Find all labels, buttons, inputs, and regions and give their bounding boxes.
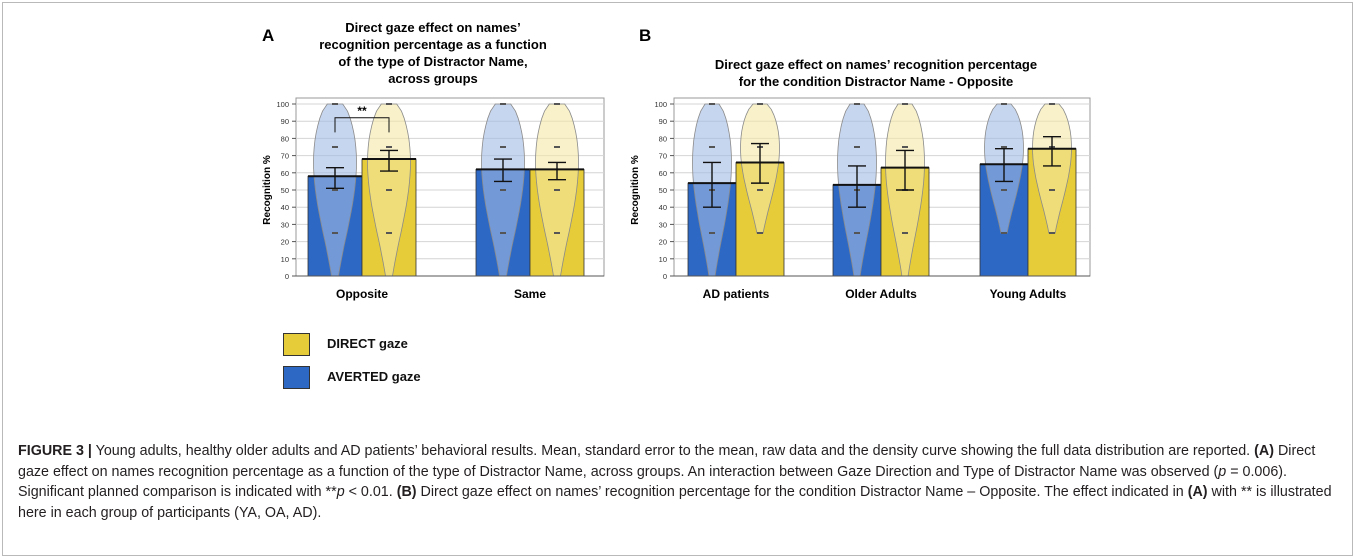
raw-data-point — [1001, 146, 1007, 148]
y-tick-label: 0 — [663, 272, 667, 281]
chart-title-line: for the condition Distractor Name - Oppo… — [739, 74, 1013, 89]
chart-title-line: of the type of Distractor Name, — [338, 54, 527, 69]
raw-data-point — [757, 189, 763, 191]
y-tick-label: 100 — [276, 100, 289, 109]
raw-data-point — [500, 146, 506, 148]
chart-title-line: across groups — [388, 71, 478, 86]
significance-marker: ** — [357, 104, 367, 118]
raw-data-point — [554, 146, 560, 148]
caption-text-1: Young adults, healthy older adults and A… — [91, 443, 1255, 459]
raw-data-point — [386, 232, 392, 234]
raw-data-point — [1001, 232, 1007, 234]
raw-data-point — [500, 189, 506, 191]
raw-data-point — [332, 189, 338, 191]
figure-caption: FIGURE 3 | Young adults, healthy older a… — [18, 441, 1343, 523]
x-tick-label: Older Adults — [845, 287, 917, 301]
caption-p-var-2: p — [336, 484, 345, 500]
y-axis-label: Recognition % — [630, 155, 641, 225]
caption-text-6: with ** is illustrated here in each grou… — [18, 484, 1332, 521]
raw-data-point — [500, 232, 506, 234]
raw-data-point — [500, 103, 506, 105]
y-tick-label: 70 — [281, 152, 289, 161]
legend-label-direct: DIRECT gaze — [327, 336, 408, 351]
chart-panel-a: Direct gaze effect on names’ recognition … — [262, 20, 605, 301]
caption-figure-label: FIGURE 3 | — [18, 443, 92, 459]
x-tick-label: AD patients — [703, 287, 770, 301]
caption-text-5: Direct gaze effect on names’ recognition… — [416, 484, 1188, 500]
chart-title-line: Direct gaze effect on names’ — [345, 20, 521, 35]
chart-title-line: Direct gaze effect on names’ recognition… — [715, 57, 1037, 72]
y-tick-label: 10 — [281, 255, 289, 264]
raw-data-point — [854, 103, 860, 105]
panel-a-letter: A — [262, 26, 274, 45]
raw-data-point — [1049, 232, 1055, 234]
raw-data-point — [709, 146, 715, 148]
raw-data-point — [386, 146, 392, 148]
raw-data-point — [1001, 103, 1007, 105]
figure-canvas: A B Direct gaze effect on names’ recognit… — [262, 20, 1091, 301]
y-tick-label: 20 — [659, 238, 667, 247]
caption-text-3: = 0.006). Significant planned comparison… — [18, 463, 1288, 501]
y-tick-label: 0 — [285, 272, 289, 281]
raw-data-point — [386, 189, 392, 191]
raw-data-point — [332, 103, 338, 105]
legend-swatch-averted — [283, 366, 310, 389]
chart-title-line: recognition percentage as a function — [319, 37, 547, 52]
y-tick-label: 40 — [281, 203, 289, 212]
raw-data-point — [709, 103, 715, 105]
chart-panel-b: Direct gaze effect on names’ recognition… — [630, 57, 1091, 301]
raw-data-point — [854, 146, 860, 148]
y-tick-label: 90 — [281, 117, 289, 126]
raw-data-point — [757, 232, 763, 234]
y-tick-label: 60 — [281, 169, 289, 178]
y-tick-label: 90 — [659, 117, 667, 126]
raw-data-point — [757, 103, 763, 105]
caption-ref-a-2: (A) — [1187, 484, 1208, 500]
raw-data-point — [554, 189, 560, 191]
significance-bracket — [334, 117, 390, 133]
y-tick-label: 50 — [281, 186, 289, 195]
raw-data-point — [332, 232, 338, 234]
raw-data-point — [709, 232, 715, 234]
caption-ref-a: (A) — [1254, 443, 1274, 459]
raw-data-point — [554, 232, 560, 234]
raw-data-point — [1049, 103, 1055, 105]
raw-data-point — [332, 146, 338, 148]
raw-data-point — [554, 103, 560, 105]
raw-data-point — [1001, 189, 1007, 191]
y-tick-label: 60 — [659, 169, 667, 178]
y-tick-label: 30 — [281, 220, 289, 229]
y-tick-label: 30 — [659, 220, 667, 229]
x-tick-label: Young Adults — [990, 287, 1067, 301]
legend-label-averted: AVERTED gaze — [327, 369, 421, 384]
legend-swatch-direct — [283, 333, 310, 356]
y-tick-label: 100 — [654, 100, 667, 109]
caption-p-var: p — [1218, 463, 1227, 480]
raw-data-point — [902, 146, 908, 148]
y-tick-label: 10 — [659, 255, 667, 264]
panel-b-letter: B — [639, 26, 651, 45]
raw-data-point — [386, 103, 392, 105]
raw-data-point — [854, 232, 860, 234]
y-tick-label: 70 — [659, 152, 667, 161]
raw-data-point — [902, 232, 908, 234]
caption-ref-b: (B) — [396, 484, 417, 500]
y-tick-label: 80 — [659, 134, 667, 143]
raw-data-point — [902, 103, 908, 105]
y-axis-label: Recognition % — [262, 155, 273, 225]
y-tick-label: 40 — [659, 203, 667, 212]
y-tick-label: 50 — [659, 186, 667, 195]
caption-text-2: Direct gaze effect on names recognition … — [18, 443, 1316, 480]
x-tick-label: Same — [514, 287, 546, 301]
y-tick-label: 20 — [281, 238, 289, 247]
x-tick-label: Opposite — [336, 287, 388, 301]
y-tick-label: 80 — [281, 134, 289, 143]
caption-text-4: < 0.01. — [344, 484, 397, 500]
raw-data-point — [1049, 189, 1055, 191]
